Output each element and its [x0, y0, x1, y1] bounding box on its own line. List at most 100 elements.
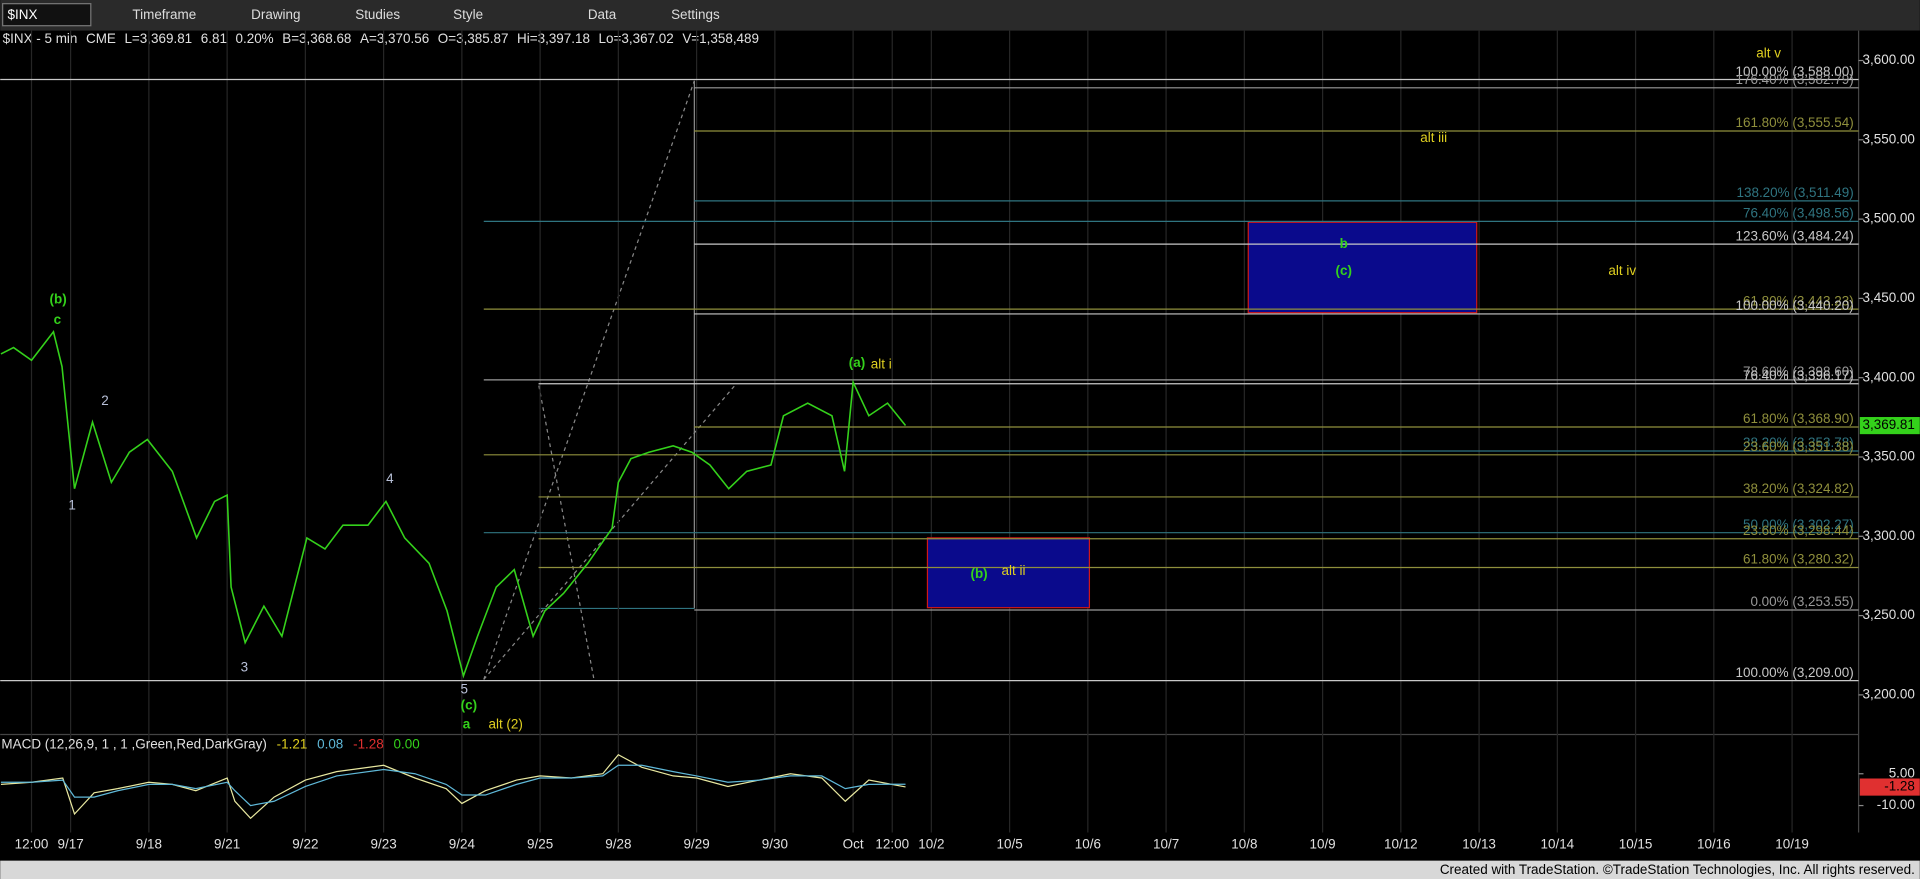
quote-field: CME — [86, 31, 116, 46]
y-tick-label: 3,250.00 — [1863, 607, 1915, 622]
wave-label: (b) — [970, 566, 987, 581]
fib-label: 100.00% (3,209.00) — [1736, 665, 1854, 680]
menu-item[interactable]: Drawing — [251, 7, 300, 22]
toolbar — [0, 0, 1920, 31]
x-tick-label: 9/24 — [449, 836, 476, 851]
fib-label: 161.80% (3,555.54) — [1736, 115, 1854, 130]
fib-label: 38.20% (3,324.82) — [1743, 481, 1854, 496]
x-tick-label: 10/7 — [1153, 836, 1179, 851]
wave-label: (c) — [461, 698, 477, 713]
wave-label: alt iii — [1420, 130, 1447, 145]
x-tick-label: 10/14 — [1540, 836, 1574, 851]
x-tick-label: 10/19 — [1775, 836, 1809, 851]
x-tick-label: 10/8 — [1231, 836, 1257, 851]
indicator-reading: 0.08 — [317, 736, 343, 751]
x-tick-label: 9/25 — [527, 836, 553, 851]
y-tick-label: 3,200.00 — [1863, 686, 1915, 701]
x-tick-label: 10/12 — [1384, 836, 1418, 851]
quote-field: B=3,368.68 — [282, 31, 351, 46]
x-tick-label: 9/17 — [58, 836, 84, 851]
y-tick-label: 3,550.00 — [1863, 131, 1915, 146]
quote-text: $INX - 5 min CME L=3,369.81 6.81 0.20% B=3,36… — [3, 31, 759, 46]
x-tick-label: 10/6 — [1075, 836, 1101, 851]
footer-bar — [0, 860, 1920, 879]
x-tick-label: 9/23 — [371, 836, 397, 851]
wave-label: 4 — [386, 471, 394, 486]
fib-label: 76.40% (3,396.17) — [1743, 368, 1854, 383]
fib-label: 23.60% (3,351.38) — [1743, 439, 1854, 454]
wave-label: 5 — [460, 682, 467, 697]
wave-label: alt i — [871, 357, 892, 372]
wave-label: (b) — [50, 292, 67, 307]
quote-field: V=1,358,489 — [682, 31, 759, 46]
indicator-line — [0, 753, 906, 820]
price-line — [0, 329, 907, 679]
menu-item[interactable]: Timeframe — [132, 7, 196, 22]
symbol[interactable]: $INX — [8, 7, 38, 22]
fib-label: 123.60% (3,484.24) — [1736, 228, 1854, 243]
menu-item[interactable]: Style — [453, 7, 483, 22]
y-tick-label: 3,300.00 — [1863, 528, 1915, 543]
quote-field: Lo=3,367.02 — [599, 31, 674, 46]
wave-label: alt v — [1756, 46, 1781, 61]
fib-label: 61.80% (3,280.32) — [1743, 552, 1854, 567]
wave-label: alt (2) — [488, 717, 522, 732]
x-tick-label: 9/22 — [292, 836, 318, 851]
fib-label: 100.00% (3,588.00) — [1736, 64, 1854, 79]
indicator-name: MACD (12,26,9, 1 , 1 ,Green,Red,DarkGray… — [1, 736, 266, 751]
x-tick-label: 9/28 — [605, 836, 631, 851]
footer: Created with TradeStation. ©TradeStation… — [1440, 862, 1915, 877]
wave-label: alt ii — [1002, 563, 1026, 578]
quote-field: L=3,369.81 — [124, 31, 192, 46]
wave-label: (a) — [849, 355, 865, 370]
fib-label: 61.80% (3,443.23) — [1743, 293, 1854, 308]
fib-label: 0.00% (3,253.55) — [1750, 594, 1853, 609]
x-tick-label: 10/15 — [1619, 836, 1653, 851]
x-tick-label: 9/29 — [684, 836, 710, 851]
fib-label: 176.40% (3,582.79) — [1736, 72, 1854, 87]
y-tick-label: -10.00 — [1877, 797, 1915, 812]
fib-label: 61.80% (3,368.90) — [1743, 411, 1854, 426]
x-tick-label: 10/5 — [997, 836, 1023, 851]
x-tick-label: Oct — [843, 836, 864, 851]
last-price-badge — [1859, 417, 1920, 435]
x-tick-label: 12:00 — [875, 836, 909, 851]
fib-label: 100.00% (3,440.20) — [1736, 298, 1854, 313]
wave-label: 2 — [101, 393, 108, 408]
menu-item[interactable]: Settings — [671, 7, 720, 22]
indicator-line — [0, 764, 906, 807]
target-zone — [1247, 221, 1478, 314]
indicator-reading: -1.21 — [277, 736, 308, 751]
fib-label: 50.00% (3,302.27) — [1743, 517, 1854, 532]
y-tick-label: 3,500.00 — [1863, 211, 1915, 226]
y-tick-label: 3,450.00 — [1863, 290, 1915, 305]
y-tick-label: 3,600.00 — [1863, 52, 1915, 67]
wave-label: b — [1340, 236, 1348, 251]
wave-label: (c) — [1335, 263, 1351, 278]
y-tick-label: 3,400.00 — [1863, 369, 1915, 384]
fib-label: 23.60% (3,298.44) — [1743, 523, 1854, 538]
wave-label: c — [54, 312, 62, 327]
quote-field: 0.20% — [236, 31, 274, 46]
x-tick-label: 9/18 — [136, 836, 162, 851]
x-tick-label: 10/2 — [918, 836, 944, 851]
wave-label: 1 — [68, 498, 75, 513]
x-tick-label: 10/16 — [1697, 836, 1731, 851]
indicator-badge — [1859, 778, 1920, 796]
fib-label: 38.20% (3,353.78) — [1743, 435, 1854, 450]
x-tick-label: 9/21 — [214, 836, 240, 851]
last-price-label: 3,369.81 — [1863, 417, 1915, 432]
symbol-box[interactable] — [2, 3, 92, 27]
target-zone — [926, 537, 1091, 609]
y-tick-label: 3,350.00 — [1863, 449, 1915, 464]
wave-label: 3 — [241, 659, 248, 674]
quote-field: A=3,370.56 — [360, 31, 429, 46]
menu-item[interactable]: Studies — [355, 7, 400, 22]
quote-field: $INX - 5 min — [3, 31, 78, 46]
menu-item[interactable]: Data — [588, 7, 617, 22]
x-tick-label: 10/9 — [1309, 836, 1335, 851]
fib-label: 78.60% (3,398.60) — [1743, 364, 1854, 379]
